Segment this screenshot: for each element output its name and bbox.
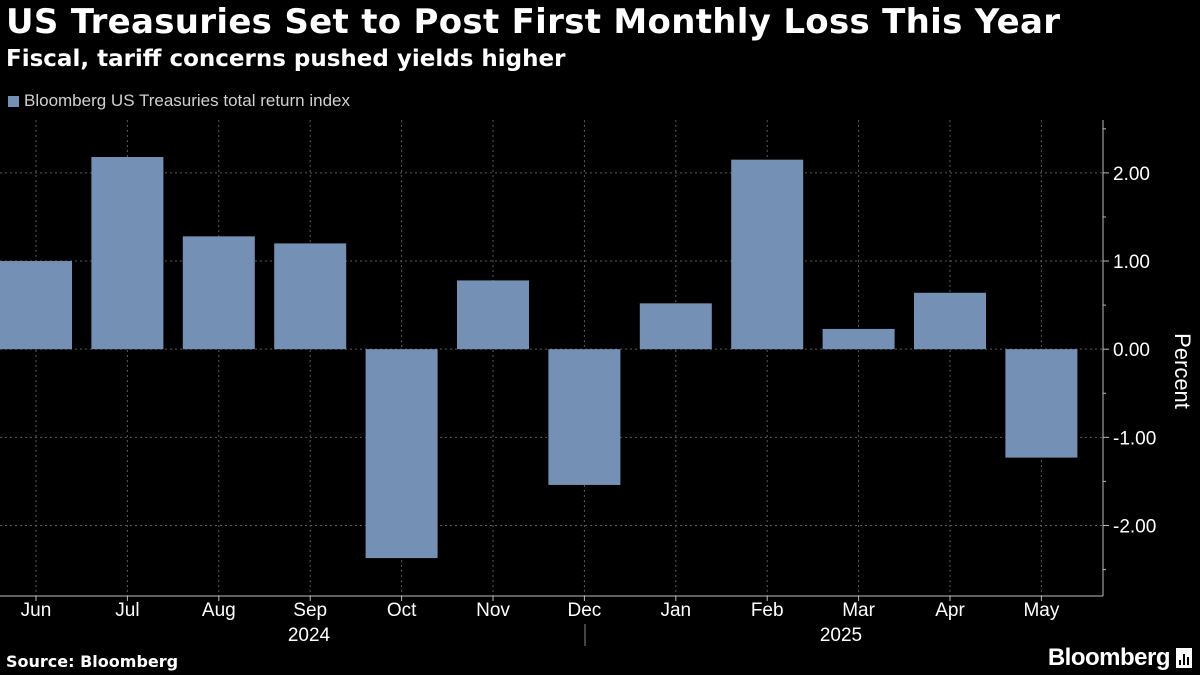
bar-apr (914, 292, 986, 350)
x-tick-label-may: May (1023, 600, 1059, 621)
bar-nov (457, 280, 529, 350)
bar-oct (365, 349, 438, 559)
bar-feb (731, 159, 804, 350)
y-tick-label: 0.00 (1113, 340, 1150, 361)
y-tick-label: -1.00 (1113, 428, 1156, 449)
x-tick-label-jan: Jan (660, 600, 691, 621)
y-axis-title: Percent (1170, 333, 1195, 409)
bar-jul (91, 157, 164, 350)
x-tick-label-sep: Sep (293, 600, 327, 621)
bar-mar (822, 328, 895, 350)
brand-name: Bloomberg (1047, 644, 1171, 671)
x-year-label-2024: 2024 (288, 625, 331, 646)
bloomberg-logo: Bloomberg (1048, 644, 1192, 672)
bar-jun (0, 261, 72, 350)
y-tick-label: 2.00 (1113, 164, 1150, 185)
x-year-label-2025: 2025 (820, 625, 862, 646)
x-tick-label-aug: Aug (202, 600, 236, 621)
x-tick-label-jun: Jun (21, 600, 52, 621)
x-tick-label-dec: Dec (568, 600, 602, 621)
bar-sep (274, 243, 347, 350)
bar-jan (639, 303, 712, 350)
legend-swatch (8, 95, 19, 107)
bar-may (1005, 349, 1078, 458)
chart-legend: Bloomberg US Treasuries total return ind… (8, 91, 350, 111)
bloomberg-chart-icon (1176, 648, 1192, 668)
chart-title: US Treasuries Set to Post First Monthly … (6, 2, 1061, 42)
legend-label: Bloomberg US Treasuries total return ind… (24, 91, 350, 110)
bar-aug (182, 236, 255, 350)
x-tick-label-apr: Apr (935, 600, 965, 621)
x-tick-label-nov: Nov (476, 600, 510, 621)
y-tick-label: 1.00 (1113, 252, 1150, 273)
source-note: Source: Bloomberg (6, 652, 179, 671)
chart-subtitle: Fiscal, tariff concerns pushed yields hi… (6, 46, 566, 72)
x-tick-label-feb: Feb (751, 600, 784, 621)
y-tick-label: -2.00 (1113, 516, 1156, 537)
x-tick-label-oct: Oct (387, 600, 417, 621)
x-tick-label-mar: Mar (842, 600, 875, 621)
bar-dec (548, 349, 621, 485)
x-tick-label-jul: Jul (115, 600, 139, 621)
